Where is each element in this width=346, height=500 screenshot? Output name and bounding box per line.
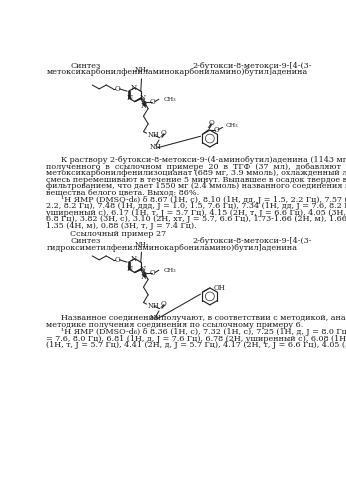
Text: O: O [150,268,155,276]
Text: фильтрованием, что дает 1550 мг (2.4 ммоль) названного соединения в виде твердог: фильтрованием, что дает 1550 мг (2.4 ммо… [46,182,346,190]
Text: O: O [213,126,219,134]
Text: К раствору 2-бутокси-8-метокси-9-(4-аминобутил)аденина (1143 мг, 3.71 ммоль),: К раствору 2-бутокси-8-метокси-9-(4-амин… [46,156,346,164]
Text: CH₃: CH₃ [226,124,238,128]
Text: N: N [127,265,133,273]
Text: гидроксиметилфениламинокарбониламино)бутил]аденина: гидроксиметилфениламинокарбониламино)бут… [46,244,297,252]
Text: смесь перемешивают в течение 5 минут. Выпавшее в осадок твердое вещество собираю: смесь перемешивают в течение 5 минут. Вы… [46,176,346,184]
Text: O: O [150,98,155,106]
Text: = 7.6, 8.0 Гц), 6.81 (1H, д, J = 7.6 Гц), 6.78 (2H, уширенный с), 6.08 (1H, т, J: = 7.6, 8.0 Гц), 6.81 (1H, д, J = 7.6 Гц)… [46,334,346,342]
Text: Синтез: Синтез [70,237,101,245]
Text: N: N [140,266,146,274]
Text: CH₃: CH₃ [164,97,176,102]
Text: O: O [161,129,166,137]
Text: O: O [115,85,121,93]
Text: 2.2, 8.2 Гц), 7.48 (1H, ддд, J = 1.0, 1.5, 7.6 Гц), 7.34 (1H, дд, J = 7.6, 8.2 Г: 2.2, 8.2 Гц), 7.48 (1H, ддд, J = 1.0, 1.… [46,202,346,210]
Text: уширенный с), 6.17 (1H, т, J = 5.7 Гц), 4.15 (2H, т, J = 6.6 Гц), 4.05 (3H, с), : уширенный с), 6.17 (1H, т, J = 5.7 Гц), … [46,208,346,216]
Text: NH: NH [148,302,160,310]
Text: 6.8 Гц), 3.82 (3H, с), 3.10 (2H, хт, J = 5.7, 6.6 Гц), 1.73-1.66 (2H, м), 1.66-1: 6.8 Гц), 3.82 (3H, с), 3.10 (2H, хт, J =… [46,215,346,223]
Text: CH₃: CH₃ [164,268,176,272]
Text: N: N [140,102,147,110]
Text: ¹H ЯМР (DMSO-d₆) δ 8.67 (1H, с), 8.10 (1H, дд, J = 1.5, 2.2 Гц), 7.57 (1H, ддд, : ¹H ЯМР (DMSO-d₆) δ 8.67 (1H, с), 8.10 (1… [46,196,346,203]
Text: Ссылочный пример 27: Ссылочный пример 27 [70,230,166,238]
Text: 2-бутокси-8-метокси-9-[4-(3-: 2-бутокси-8-метокси-9-[4-(3- [193,237,312,245]
Text: NH₂: NH₂ [134,241,149,249]
Text: 2-бутокси-8-метокси-9-[4-(3-: 2-бутокси-8-метокси-9-[4-(3- [193,62,312,70]
Text: N: N [130,254,137,262]
Text: методике получения соединения по ссылочному примеру 6.: методике получения соединения по ссылочн… [46,320,303,328]
Text: Синтез: Синтез [70,62,101,70]
Text: N: N [127,94,133,102]
Text: полученного  в  ссылочном  примере  20  в  ТГФ  (37  мл),  добавляют  3-: полученного в ссылочном примере 20 в ТГФ… [46,163,346,171]
Text: NH: NH [150,314,161,322]
Text: N: N [140,273,147,281]
Text: Названное соединение получают, в соответствии с методикой, аналогичной: Названное соединение получают, в соответ… [46,314,346,322]
Text: NH: NH [148,130,160,138]
Text: NH₂: NH₂ [134,66,149,74]
Text: (1H, т, J = 5.7 Гц), 4.41 (2H, д, J = 5.7 Гц), 4.17 (2H, т, J = 6.6 Гц), 4.05 (3: (1H, т, J = 5.7 Гц), 4.41 (2H, д, J = 5.… [46,341,346,349]
Text: метоксикарбонилфениламинокарбониламино)бутил]аденина: метоксикарбонилфениламинокарбониламино)б… [46,68,308,76]
Text: N: N [140,94,146,102]
Text: 1.35 (4H, м), 0.88 (3H, т, J = 7.4 Гц).: 1.35 (4H, м), 0.88 (3H, т, J = 7.4 Гц). [46,222,197,230]
Text: метоксикарбонилфенилизоцианат (689 мг, 3.9 ммоль), охлажденный льдом, после чего: метоксикарбонилфенилизоцианат (689 мг, 3… [46,170,346,177]
Text: O: O [115,256,121,264]
Text: OH: OH [213,284,225,292]
Text: NH: NH [150,143,161,151]
Text: ¹H ЯМР (DMSO-d₆) δ 8.36 (1H, с), 7.32 (1H, с), 7.25 (1H, д, J = 8.0 Гц), 7.13 (1: ¹H ЯМР (DMSO-d₆) δ 8.36 (1H, с), 7.32 (1… [46,328,346,336]
Text: вещества белого цвета. Выход: 86%.: вещества белого цвета. Выход: 86%. [46,189,200,197]
Text: O: O [161,300,166,308]
Text: O: O [208,119,214,127]
Text: N: N [130,84,137,92]
